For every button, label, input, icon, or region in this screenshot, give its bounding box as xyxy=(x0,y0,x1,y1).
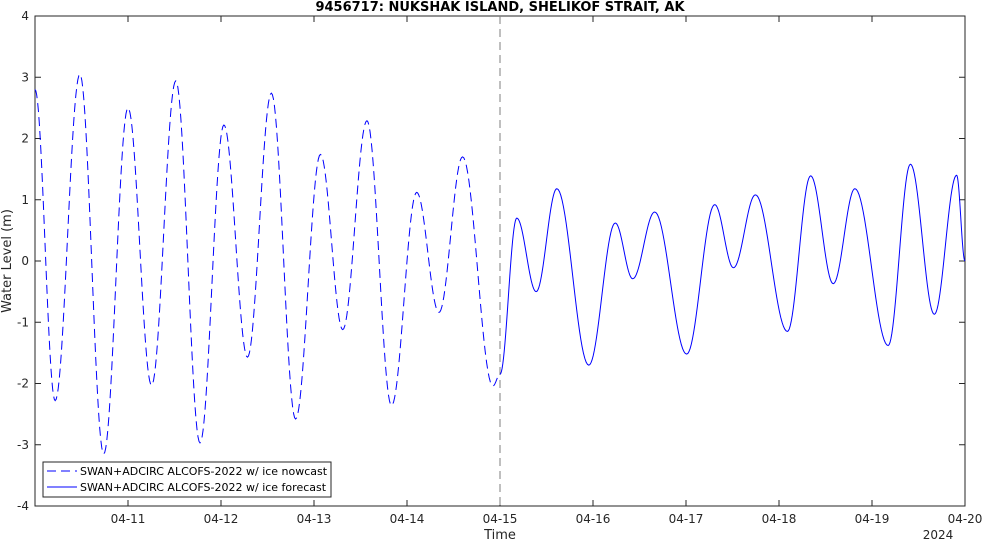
y-tick-label: 2 xyxy=(21,132,29,146)
y-tick-label: 3 xyxy=(21,70,29,84)
x-tick-label: 04-18 xyxy=(762,512,797,526)
y-axis-ticks: -4 -3 -2 -1 0 1 2 3 4 xyxy=(17,9,965,513)
x-tick-label: 04-14 xyxy=(390,512,425,526)
legend-nowcast-label: SWAN+ADCIRC ALCOFS-2022 w/ ice nowcast xyxy=(80,465,328,478)
x-tick-label: 04-16 xyxy=(576,512,611,526)
x-axis-label: Time xyxy=(483,528,516,541)
legend-forecast-label: SWAN+ADCIRC ALCOFS-2022 w/ ice forecast xyxy=(80,481,327,494)
y-tick-label: -2 xyxy=(17,377,29,391)
x-tick-label: 04-17 xyxy=(669,512,704,526)
x-tick-label: 04-12 xyxy=(204,512,239,526)
y-tick-label: 0 xyxy=(21,254,29,268)
y-tick-label: -1 xyxy=(17,315,29,329)
y-tick-label: 4 xyxy=(21,9,29,23)
nowcast-series-line xyxy=(34,73,501,455)
y-axis-label: Water Level (m) xyxy=(0,209,15,313)
x-tick-label: 04-11 xyxy=(111,512,146,526)
legend: SWAN+ADCIRC ALCOFS-2022 w/ ice nowcast S… xyxy=(42,461,332,498)
x-tick-label: 04-15 xyxy=(483,512,518,526)
forecast-series-line xyxy=(499,163,966,375)
y-tick-label: -3 xyxy=(17,438,29,452)
x-tick-label: 04-19 xyxy=(855,512,890,526)
legend-box xyxy=(42,461,332,498)
chart-title: 9456717: NUKSHAK ISLAND, SHELIKOF STRAIT… xyxy=(315,0,685,15)
x-tick-label: 04-13 xyxy=(297,512,332,526)
y-tick-label: 1 xyxy=(21,193,29,207)
x-axis-ticks: 04-11 04-12 04-13 04-14 04-15 04-16 04-17 04-18… xyxy=(111,16,982,526)
x-tick-label: 04-20 xyxy=(948,512,982,526)
y-tick-label: -4 xyxy=(17,499,29,513)
year-label: 2024 xyxy=(923,528,954,541)
